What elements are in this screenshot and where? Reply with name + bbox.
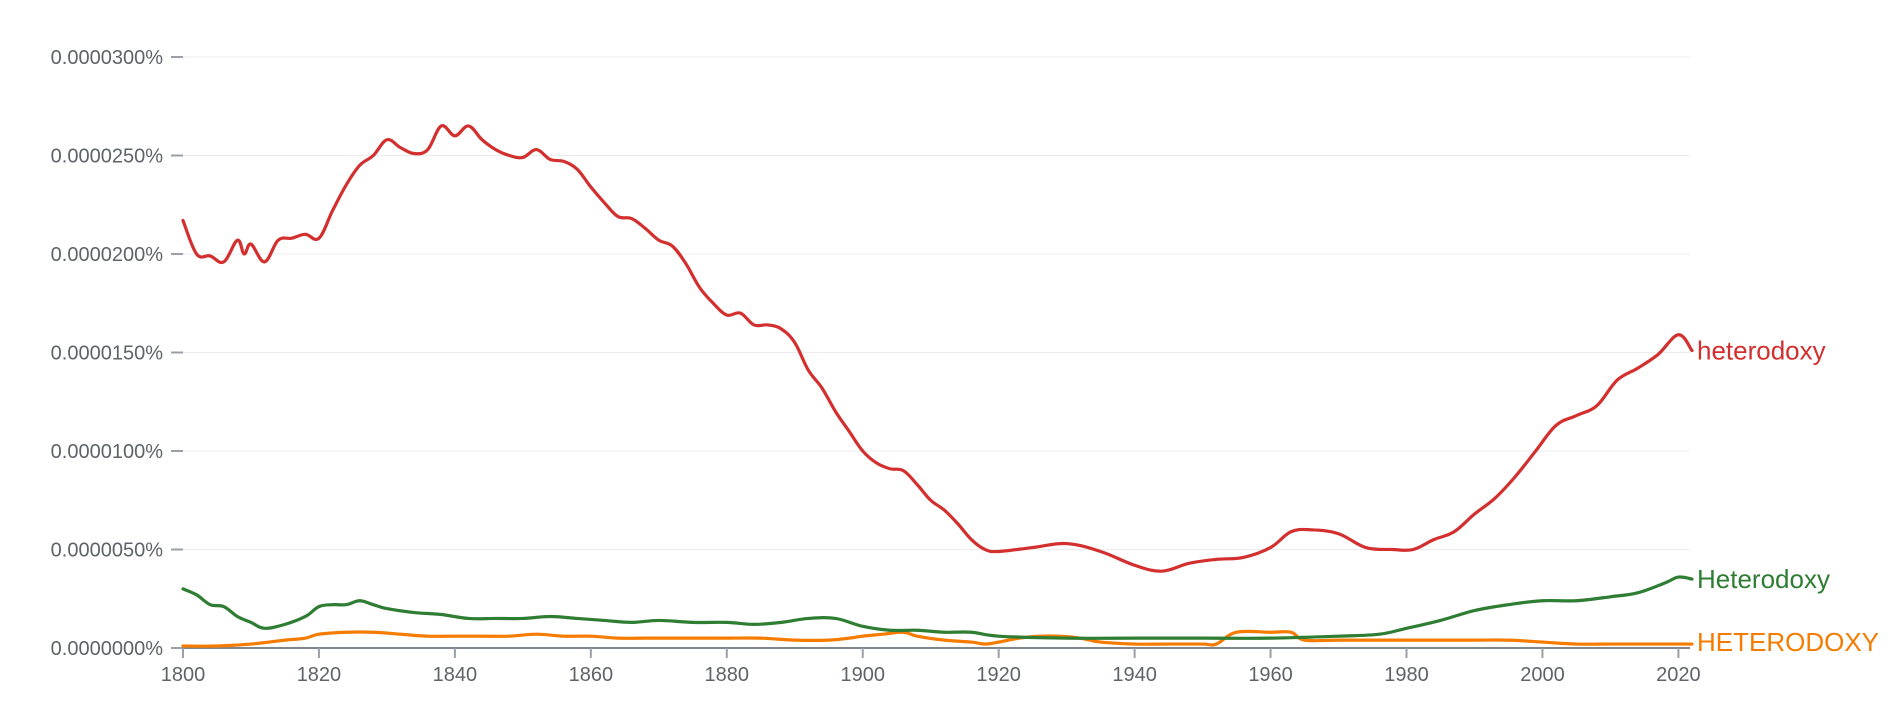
x-tick-label: 1800 xyxy=(161,664,206,686)
y-tick-label: 0.0000050% xyxy=(51,540,164,562)
series-label-heterodoxy-caps: HETERODOXY xyxy=(1697,627,1879,657)
y-tick-label: 0.0000000% xyxy=(51,638,164,660)
series-line-heterodoxy xyxy=(181,124,1694,573)
y-tick-label: 0.0000200% xyxy=(51,244,164,266)
y-tick-label: 0.0000150% xyxy=(51,343,164,365)
x-tick-label: 1880 xyxy=(705,664,750,686)
x-tick-label: 1960 xyxy=(1248,664,1293,686)
x-tick-label: 1820 xyxy=(297,664,342,686)
y-tick-label: 0.0000300% xyxy=(51,47,164,69)
series-label-heterodoxy-capitalized: Heterodoxy xyxy=(1697,564,1830,594)
x-tick-label: 1920 xyxy=(976,664,1021,686)
y-tick-label: 0.0000100% xyxy=(51,441,164,463)
series-line-heterodoxy-capitalized xyxy=(181,575,1694,640)
series-label-heterodoxy: heterodoxy xyxy=(1697,336,1826,366)
x-tick-label: 1940 xyxy=(1112,664,1157,686)
x-tick-label: 2000 xyxy=(1520,664,1565,686)
x-axis: 1800 1820 1840 1860 1880 1900 1920 1940 1960 1980… xyxy=(161,647,1701,686)
series-line-heterodoxy-caps xyxy=(181,629,1694,648)
x-tick-label: 1900 xyxy=(840,664,885,686)
grid-lines xyxy=(183,56,1690,550)
x-tick-label: 1980 xyxy=(1384,664,1429,686)
x-tick-label: 1840 xyxy=(433,664,478,686)
x-tick-label: 1860 xyxy=(569,664,614,686)
series-labels: heterodoxy Heterodoxy HETERODOXY xyxy=(1697,336,1879,657)
series-lines xyxy=(181,124,1694,648)
y-axis: 0.0000000% 0.0000050% 0.0000100% 0.0000150%… xyxy=(51,47,183,660)
x-tick-label: 2020 xyxy=(1656,664,1701,686)
y-tick-label: 0.0000250% xyxy=(51,146,164,168)
